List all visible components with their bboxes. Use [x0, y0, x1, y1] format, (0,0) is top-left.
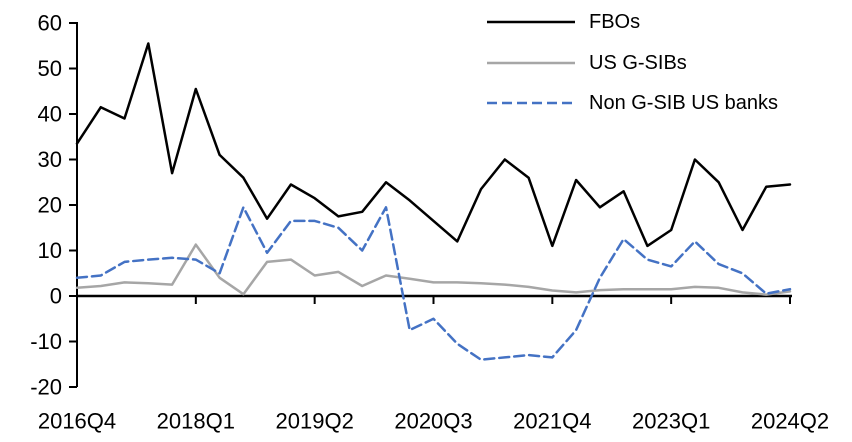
- y-tick-label: -20: [30, 375, 62, 400]
- x-tick-label: 2016Q4: [38, 409, 116, 434]
- y-tick-label: -10: [30, 329, 62, 354]
- x-tick-label: 2019Q2: [276, 409, 354, 434]
- x-tick-label: 2023Q1: [632, 409, 710, 434]
- series-line-non-g-sib-us-banks: [75, 206, 792, 361]
- legend-label: US G-SIBs: [589, 52, 687, 74]
- x-tick-label: 2021Q4: [513, 409, 591, 434]
- x-tick-label: 2018Q1: [157, 409, 235, 434]
- y-tick-label: 60: [38, 11, 62, 36]
- legend-label: Non G-SIB US banks: [589, 92, 778, 114]
- y-tick-label: 30: [38, 147, 62, 172]
- series-line-us-g-sibs: [75, 243, 792, 296]
- x-tick-label: 2024Q2: [751, 409, 829, 434]
- series-line-fbos: [75, 42, 792, 248]
- y-tick-label: 40: [38, 102, 62, 127]
- y-tick-label: 20: [38, 193, 62, 218]
- y-tick-label: 10: [38, 238, 62, 263]
- y-tick-label: 0: [50, 284, 62, 309]
- x-tick-label: 2020Q3: [394, 409, 472, 434]
- legend-label: FBOs: [589, 11, 640, 33]
- y-tick-label: 50: [38, 56, 62, 81]
